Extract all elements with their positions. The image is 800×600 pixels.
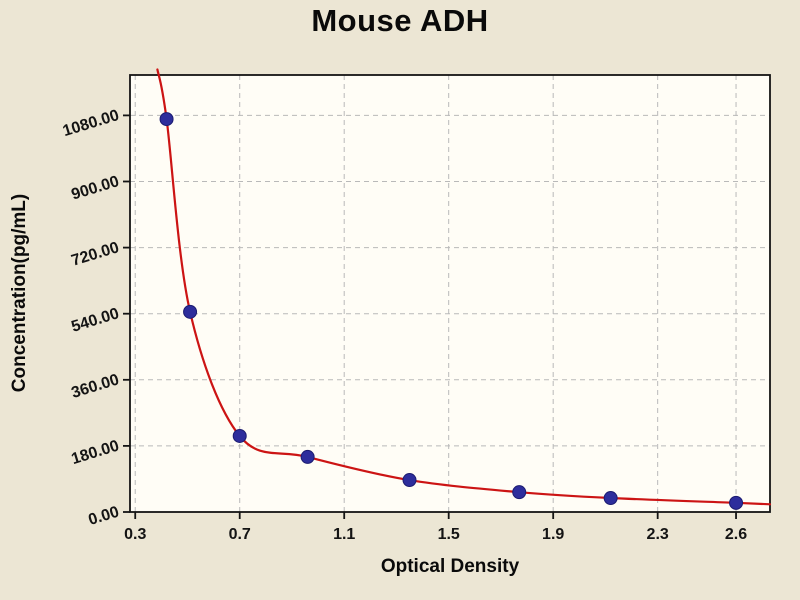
x-tick-label: 1.5	[438, 526, 460, 543]
data-point	[512, 485, 527, 500]
y-tick-label: 900.00	[69, 173, 121, 204]
x-tick-label: 0.3	[124, 526, 146, 543]
y-tick-label: 0.00	[86, 504, 121, 529]
standard-curve	[156, 68, 772, 506]
plot-area	[130, 75, 770, 512]
y-tick-label: 540.00	[69, 305, 121, 336]
data-point	[159, 112, 174, 127]
y-tick-label: 180.00	[69, 437, 121, 468]
x-tick-label: 1.1	[333, 526, 355, 543]
y-tick-label: 1080.00	[61, 107, 121, 140]
x-tick-label: 2.3	[647, 526, 669, 543]
y-tick-label: 720.00	[69, 239, 121, 270]
x-tick-label: 1.9	[542, 526, 564, 543]
data-point	[729, 495, 744, 510]
x-tick-label: 0.7	[229, 526, 251, 543]
plot-frame	[129, 74, 771, 513]
x-axis-label: Optical Density	[380, 556, 520, 577]
data-point	[183, 304, 198, 319]
data-point	[232, 428, 247, 443]
chart-title: Mouse ADH	[311, 3, 489, 38]
data-point	[603, 491, 618, 506]
x-tick-label: 2.6	[725, 526, 747, 543]
data-point	[300, 449, 315, 464]
y-tick-label: 360.00	[69, 371, 121, 402]
data-point	[402, 473, 417, 488]
